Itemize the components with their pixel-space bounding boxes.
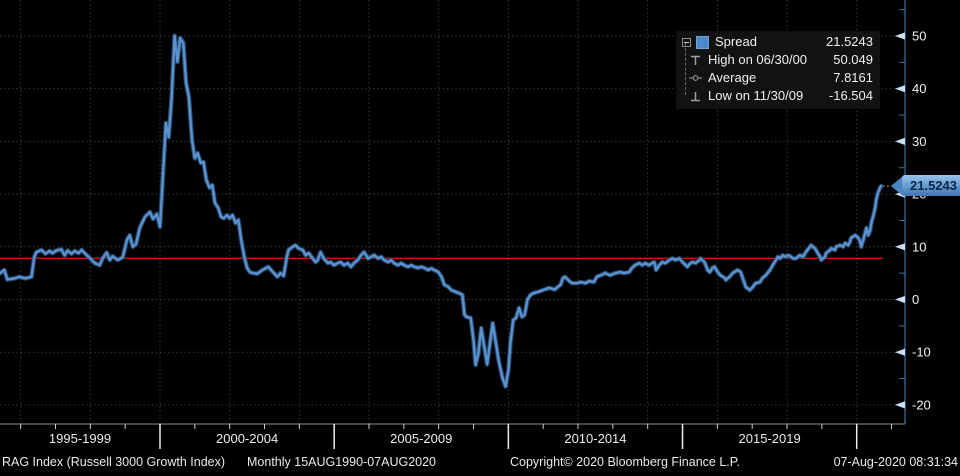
legend-row-average[interactable]: Average 7.8161	[676, 69, 880, 87]
legend-label: Average	[708, 70, 757, 85]
last-value-text: 21.5243	[902, 175, 960, 196]
spread-swatch-icon	[696, 35, 709, 49]
last-value-badge: 21.5243	[891, 175, 960, 196]
chart-legend[interactable]: Spread 21.5243 High on 06/30/00 50.049 A…	[676, 31, 880, 109]
legend-tree-connector	[685, 43, 686, 95]
datetime-label: 07-Aug-2020 08:31:34	[833, 455, 958, 469]
x-section-label: 1995-1999	[49, 431, 111, 446]
legend-value: 21.5243	[826, 34, 873, 49]
y-tick-label: -10	[912, 345, 931, 360]
y-tick-label: 0	[912, 292, 919, 307]
legend-row-spread[interactable]: Spread 21.5243	[676, 33, 880, 51]
low-marker-icon	[689, 91, 702, 102]
legend-value: 50.049	[833, 52, 873, 67]
footer-bar: RAG Index (Russell 3000 Growth Index) Mo…	[0, 455, 960, 476]
y-axis: 50403020100-10-20	[895, 0, 931, 424]
legend-label: Low on 11/30/09	[708, 88, 804, 103]
instrument-label: RAG Index (Russell 3000 Growth Index)	[2, 455, 226, 469]
legend-row-high[interactable]: High on 06/30/00 50.049	[676, 51, 880, 69]
badge-arrow-icon	[891, 175, 903, 196]
x-section-label: 2000-2004	[216, 431, 278, 446]
legend-label: High on 06/30/00	[708, 52, 808, 67]
legend-label: Spread	[715, 34, 757, 49]
x-section-label: 2010-2014	[564, 431, 626, 446]
x-section-label: 2015-2019	[739, 431, 801, 446]
collapse-icon[interactable]	[680, 37, 692, 47]
y-tick-label: 50	[912, 29, 926, 44]
x-axis: 1995-1999 2000-2004 2005-2009 2010-2014 2015…	[0, 423, 905, 449]
legend-row-low[interactable]: Low on 11/30/09 -16.504	[676, 87, 880, 105]
legend-value: 7.8161	[833, 70, 873, 85]
spread-series-line[interactable]	[0, 33, 884, 389]
high-marker-icon	[689, 55, 702, 66]
average-marker-icon	[689, 74, 702, 82]
legend-value: -16.504	[828, 88, 873, 103]
x-section-label: 2005-2009	[390, 431, 452, 446]
y-tick-label: -20	[912, 397, 931, 412]
periodicity-label: Monthly 15AUG1990-07AUG2020	[247, 455, 437, 469]
copyright-label: Copyright© 2020 Bloomberg Finance L.P.	[510, 455, 740, 469]
y-tick-label: 30	[912, 134, 926, 149]
y-tick-label: 40	[912, 81, 926, 96]
y-tick-label: 10	[912, 239, 926, 254]
